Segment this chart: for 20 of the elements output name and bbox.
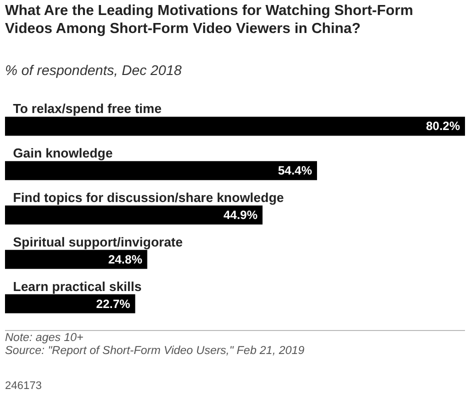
bar xyxy=(5,250,148,269)
data-label: 24.8% xyxy=(108,252,143,266)
source-note: Source: "Report of Short-Form Video Users," Feb 21, 2019 xyxy=(5,345,306,358)
y-tick-label: Find topics for discussion/share knowledge xyxy=(13,190,284,205)
data-label: 44.9% xyxy=(224,208,258,222)
data-label: 54.4% xyxy=(278,164,312,178)
data-label: 22.7% xyxy=(96,296,131,311)
bar xyxy=(5,206,263,224)
y-tick-label: Gain knowledge xyxy=(13,146,113,161)
text: Note: ages 10+ xyxy=(5,332,84,345)
bar xyxy=(5,161,318,180)
y-tick-label: To relax/spend free time xyxy=(13,101,162,116)
bar xyxy=(5,116,465,136)
chart-subtitle: % of respondents, Dec 2018 xyxy=(5,62,182,78)
text: 246173 xyxy=(5,380,42,392)
bar xyxy=(5,294,136,314)
y-tick-label: Spiritual support/invigorate xyxy=(13,234,183,250)
chart-title: What Are the Leading Motivations for Watching Short-Form Videos Among Short-Form Video Viewers in China? xyxy=(5,2,414,38)
y-tick-label: Learn practical skills xyxy=(13,278,142,294)
data-label: 80.2% xyxy=(426,119,460,134)
